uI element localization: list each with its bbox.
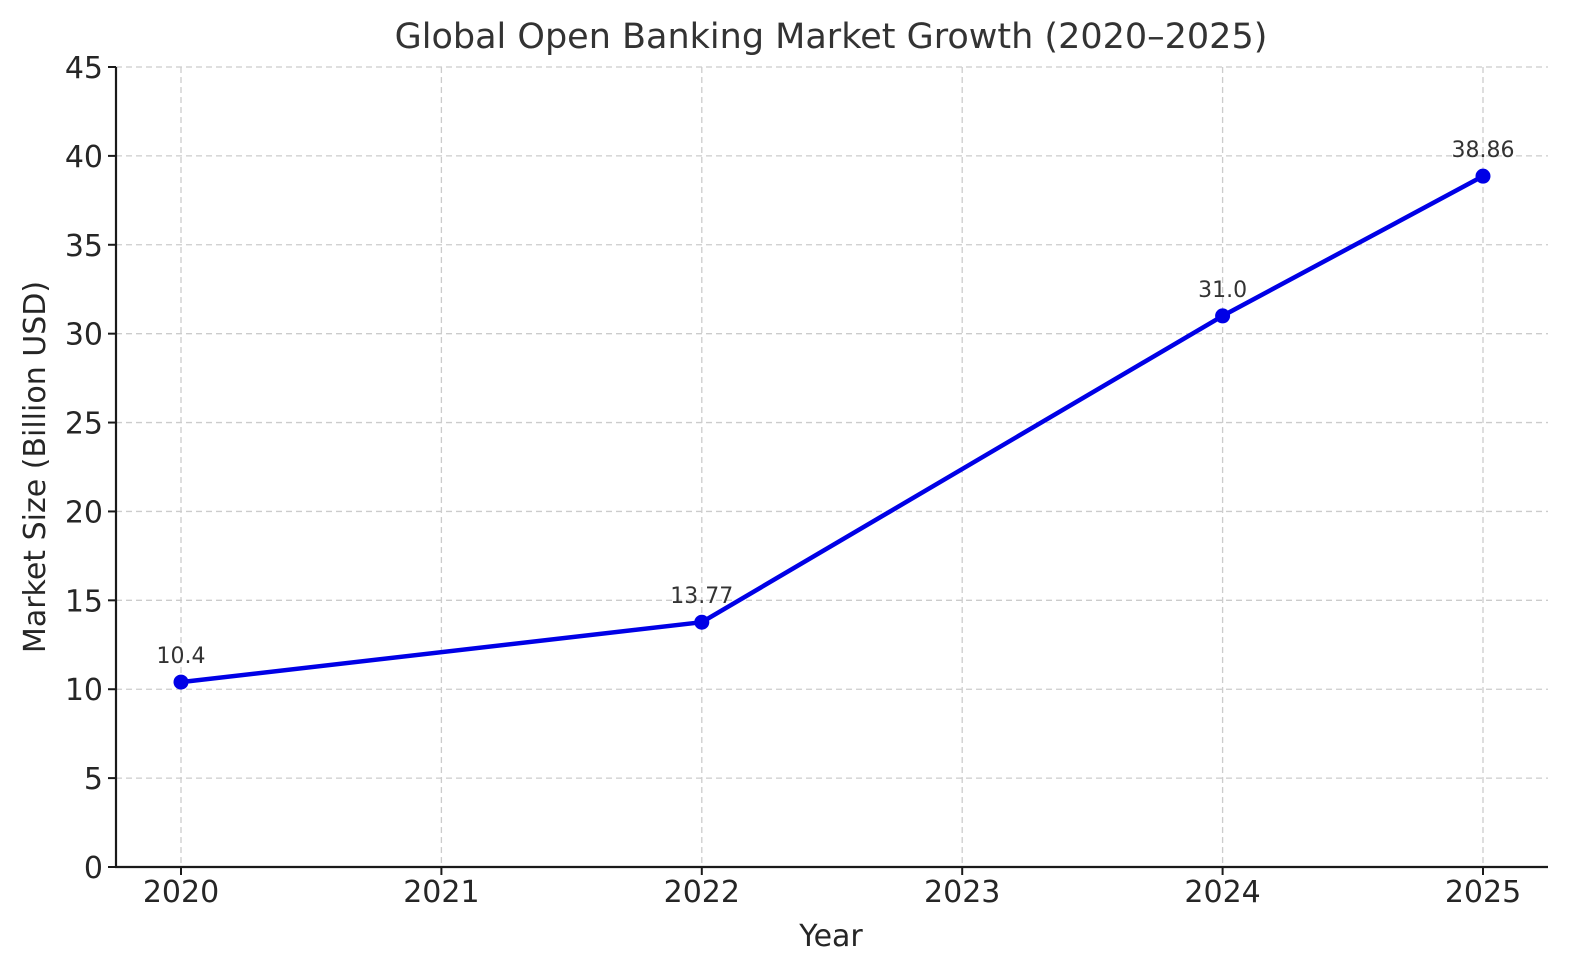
y-tick-label: 15 bbox=[65, 584, 103, 619]
y-tick-label: 20 bbox=[65, 495, 103, 530]
data-label: 31.0 bbox=[1198, 278, 1247, 303]
data-point bbox=[173, 674, 189, 690]
y-tick-label: 10 bbox=[65, 673, 103, 708]
data-label: 38.86 bbox=[1452, 138, 1515, 163]
grid bbox=[116, 66, 1548, 867]
x-axis-ticks: 2020 2021 2022 2023 2024 2025 bbox=[143, 867, 1521, 910]
x-tick-label: 2023 bbox=[924, 875, 1000, 910]
x-axis-title: Year bbox=[798, 919, 863, 954]
y-tick-label: 45 bbox=[65, 51, 103, 86]
data-point bbox=[1475, 168, 1491, 184]
data-point bbox=[694, 614, 710, 630]
y-axis-ticks: 0 5 10 15 20 25 30 35 40 45 bbox=[65, 51, 116, 886]
data-label: 13.77 bbox=[670, 584, 733, 609]
x-tick-label: 2020 bbox=[143, 875, 219, 910]
y-tick-label: 25 bbox=[65, 407, 103, 442]
x-tick-label: 2021 bbox=[403, 875, 479, 910]
axes bbox=[114, 67, 1548, 869]
x-tick-label: 2022 bbox=[664, 875, 740, 910]
y-tick-label: 35 bbox=[65, 229, 103, 264]
x-tick-label: 2024 bbox=[1184, 875, 1260, 910]
chart-title: Global Open Banking Market Growth (2020–… bbox=[395, 17, 1268, 57]
y-axis-title: Market Size (Billion USD) bbox=[18, 281, 53, 653]
y-tick-label: 5 bbox=[84, 762, 103, 797]
data-label: 10.4 bbox=[157, 644, 206, 669]
x-tick-label: 2025 bbox=[1445, 875, 1521, 910]
series-group: 10.4 13.77 31.0 38.86 bbox=[157, 138, 1515, 690]
y-tick-label: 0 bbox=[84, 851, 103, 886]
data-point bbox=[1215, 308, 1231, 324]
series-line bbox=[178, 173, 1486, 685]
y-tick-label: 40 bbox=[65, 140, 103, 175]
y-tick-label: 30 bbox=[65, 318, 103, 353]
